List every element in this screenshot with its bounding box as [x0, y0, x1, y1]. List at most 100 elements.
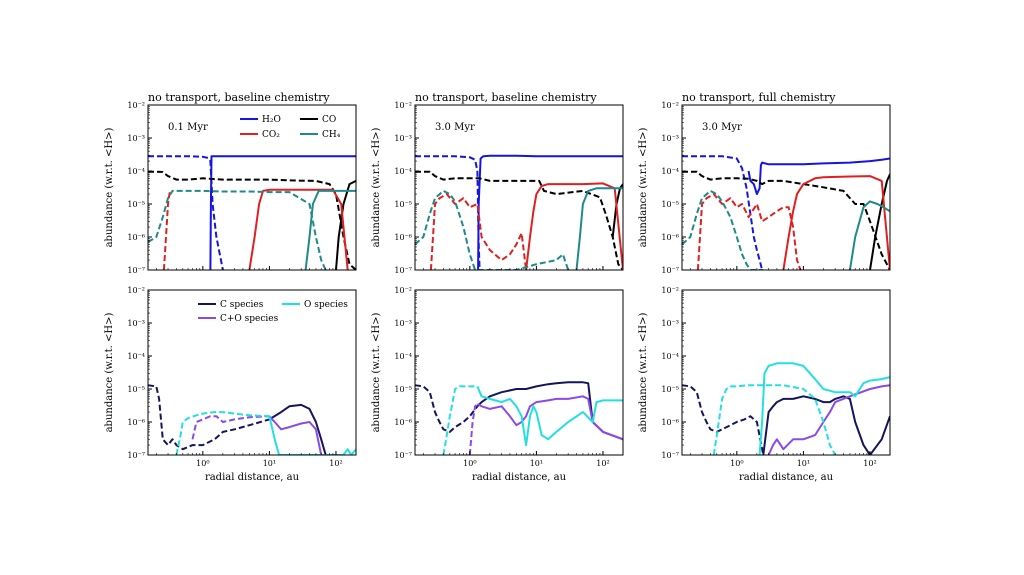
y-tick-label: 10⁻² — [661, 286, 679, 295]
y-tick-label: 10⁻⁶ — [661, 418, 679, 427]
time-annotation: 3.0 Myr — [435, 122, 475, 133]
x-tick-label: 10¹ — [263, 459, 276, 468]
series-line-H2O-solid — [747, 157, 890, 196]
y-tick-label: 10⁻² — [394, 101, 412, 110]
series-line-CO-dashed — [415, 170, 623, 270]
y-tick-label: 10⁻³ — [394, 319, 412, 328]
legend-item-CH4: CH₄ — [300, 130, 341, 140]
series-line-CO-solid — [869, 173, 890, 270]
y-tick-label: 10⁻⁶ — [661, 233, 679, 242]
x-tick-label: 10² — [329, 459, 342, 468]
legend-bottom: C species O species C+O species — [198, 300, 348, 324]
y-tick-label: 10⁻⁴ — [394, 167, 412, 176]
x-tick-label: 10¹ — [797, 459, 810, 468]
axes-frame — [414, 104, 624, 271]
x-tick-label: 10² — [863, 459, 876, 468]
series-line-CO_species-solid — [476, 395, 623, 441]
series-line-C_species-dashed — [415, 384, 479, 433]
y-axis-label: abundance (w.r.t. <H>) — [104, 313, 115, 433]
x-tick-label: 10⁰ — [730, 459, 743, 468]
y-tick-label: 10⁻³ — [127, 134, 145, 143]
panel-title: no transport, baseline chemistry — [148, 91, 330, 104]
y-tick-label: 10⁻⁵ — [127, 385, 145, 394]
panel-title: no transport, baseline chemistry — [415, 91, 597, 104]
series-line-CO2-dashed — [429, 193, 528, 270]
legend-label: CO₂ — [262, 130, 280, 140]
series-line-O_species-dashed — [175, 411, 270, 455]
panel-3: 10⁻⁷ 10⁻⁶ 10⁻⁵ 10⁻⁴ 10⁻³ 10⁻² abundance (w.r.t… — [638, 91, 891, 275]
legend-item-O_species: O species — [282, 300, 348, 310]
y-axis-label: abundance (w.r.t. <H>) — [638, 128, 649, 248]
x-axis-label: radial distance, au — [739, 472, 834, 483]
y-tick-label: 10⁻⁵ — [394, 200, 412, 209]
y-tick-label: 10⁻² — [127, 101, 145, 110]
plot-area — [415, 154, 623, 270]
y-tick-label: 10⁻⁴ — [661, 167, 679, 176]
axes-frame — [681, 104, 891, 271]
legend-label: CO — [322, 115, 336, 125]
series-line-C_species-solid — [268, 403, 327, 455]
panel-2: 10⁻⁷ 10⁻⁶ 10⁻⁵ 10⁻⁴ 10⁻³ 10⁻² abundance (w.r.t… — [371, 91, 624, 275]
axes-frame — [681, 289, 891, 456]
axes-frame — [147, 289, 357, 456]
panel-1: 10⁻⁷ 10⁻⁶ 10⁻⁵ 10⁻⁴ 10⁻³ 10⁻² abundance (w.r.t… — [104, 91, 357, 275]
series-line-H2O-solid — [477, 154, 623, 270]
series-line-CH4-dashed — [415, 189, 570, 270]
x-tick-label: 10¹ — [530, 459, 543, 468]
series-line-CH4-solid — [304, 189, 356, 270]
x-tick-label: 10⁰ — [463, 459, 476, 468]
series-line-CO_species-dashed — [191, 415, 270, 440]
y-tick-label: 10⁻⁷ — [394, 451, 412, 460]
y-tick-label: 10⁻² — [661, 101, 679, 110]
series-line-O_species-dashed — [442, 385, 478, 455]
y-tick-label: 10⁻⁵ — [661, 385, 679, 394]
legend-item-CO: CO — [300, 115, 336, 125]
plot-area — [682, 362, 890, 455]
legend-label: C+O species — [220, 314, 279, 324]
series-line-H2O-solid — [209, 155, 356, 270]
series-line-CO_species-dashed — [468, 403, 479, 455]
legend-item-C_species: C species — [198, 300, 264, 310]
series-line-C_species-dashed — [682, 384, 765, 455]
series-line-O_species-solid — [476, 386, 623, 447]
plot-area — [148, 155, 356, 270]
series-line-CO2-solid — [782, 175, 890, 270]
legend-label: CH₄ — [322, 130, 341, 140]
series-line-C_species-dashed — [148, 384, 270, 451]
plot-area — [148, 384, 356, 455]
y-tick-label: 10⁻⁷ — [661, 266, 679, 275]
series-line-H2O-dashed — [148, 155, 224, 270]
legend-label: H₂O — [262, 115, 281, 125]
panel-5: 10⁻⁷ 10⁻⁶ 10⁻⁵ 10⁻⁴ 10⁻³ 10⁻² 10⁰ 10¹ 10² abundan… — [371, 286, 624, 483]
legend-item-CO2: CO₂ — [240, 130, 280, 140]
series-line-CH4-dashed — [682, 189, 764, 270]
y-tick-label: 10⁻⁶ — [394, 418, 412, 427]
series-line-CO2-solid — [525, 182, 623, 270]
legend-top: H₂O CO CO₂ CH₄ — [240, 115, 341, 140]
x-tick-label: 10⁰ — [196, 459, 209, 468]
y-axis-label: abundance (w.r.t. <H>) — [104, 128, 115, 248]
panel-6: 10⁻⁷ 10⁻⁶ 10⁻⁵ 10⁻⁴ 10⁻³ 10⁻² 10⁰ 10¹ 10² abundan… — [638, 286, 891, 483]
axes-frame — [414, 289, 624, 456]
series-line-CO-solid — [335, 180, 356, 270]
time-annotation: 3.0 Myr — [702, 122, 742, 133]
series-line-H2O-dashed — [415, 155, 481, 270]
x-axis-label: radial distance, au — [205, 472, 300, 483]
series-line-O_species-solid — [758, 362, 890, 455]
y-tick-label: 10⁻² — [127, 286, 145, 295]
plot-area — [415, 381, 623, 455]
series-line-CO2-dashed — [696, 193, 802, 270]
axes-frame — [147, 104, 357, 271]
panel-4: 10⁻⁷ 10⁻⁶ 10⁻⁵ 10⁻⁴ 10⁻³ 10⁻² 10⁰ 10¹ 10² abundan… — [104, 286, 357, 483]
y-tick-label: 10⁻⁶ — [394, 233, 412, 242]
series-line-CO-dashed — [682, 170, 890, 270]
series-line-CH4-dashed — [148, 189, 327, 270]
legend-item-H2O: H₂O — [240, 115, 281, 125]
y-tick-label: 10⁻⁴ — [394, 352, 412, 361]
legend-item-CO_species: C+O species — [198, 314, 279, 324]
y-tick-label: 10⁻³ — [661, 134, 679, 143]
series-line-CO-solid — [611, 183, 623, 238]
y-tick-label: 10⁻⁷ — [661, 451, 679, 460]
panel-title: no transport, full chemistry — [682, 91, 836, 104]
